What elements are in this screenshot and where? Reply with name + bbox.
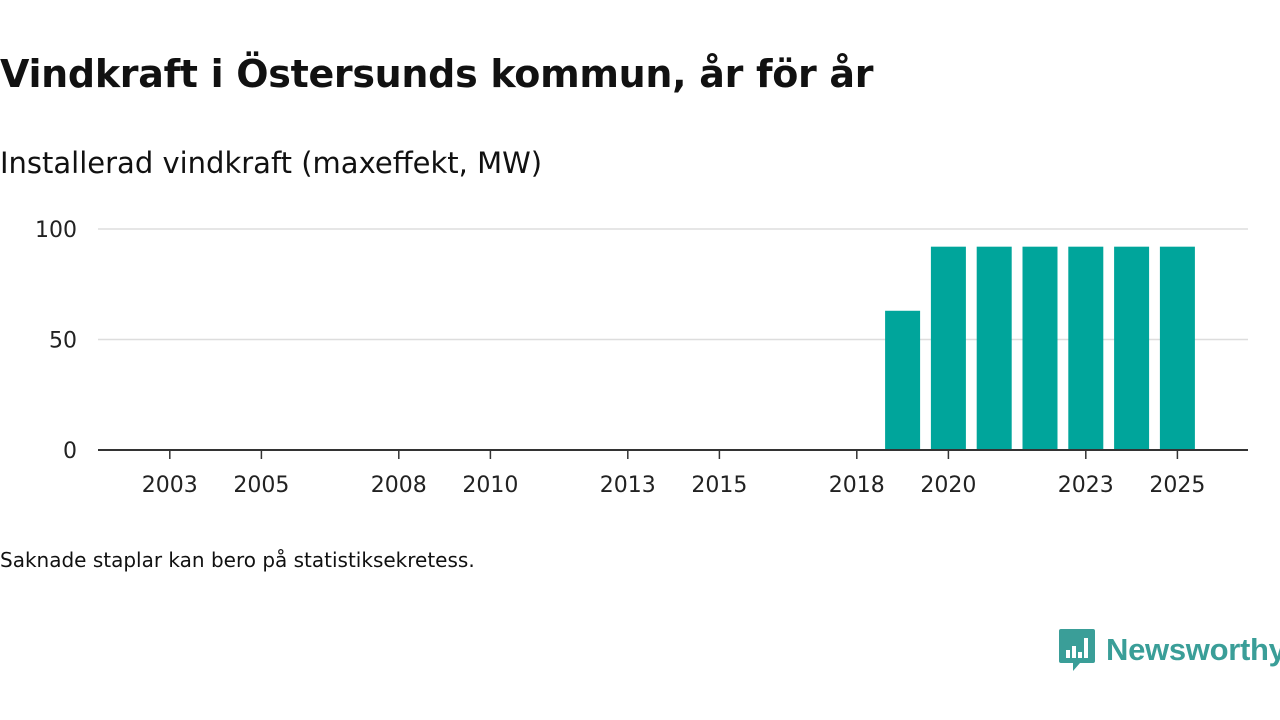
- footnote: Saknade staplar kan bero på statistiksek…: [0, 548, 475, 572]
- x-tick-label-2018: 2018: [829, 473, 885, 498]
- x-tick-label-2008: 2008: [371, 473, 427, 498]
- brand-logo[interactable]: Newsworthy: [1058, 628, 1280, 672]
- bar-2023: [1068, 246, 1104, 450]
- chart-subtitle: Installerad vindkraft (maxeffekt, MW): [0, 146, 543, 180]
- x-tick-label-2005: 2005: [233, 473, 289, 498]
- bar-chart: 0 50 100 2003 2005 2008 2010 2013 2015 2018 2020 20…: [35, 218, 1248, 498]
- x-tick-label-2023: 2023: [1058, 473, 1114, 498]
- axis-layer: 0 50 100 2003 2005 2008 2010 2013 2015 2018 2020 20…: [35, 218, 1248, 498]
- x-tick-label-2020: 2020: [920, 473, 976, 498]
- x-tick-label-2003: 2003: [142, 473, 198, 498]
- bar-2022: [1022, 246, 1058, 450]
- y-tick-label-0: 0: [63, 439, 77, 464]
- x-tick-label-2025: 2025: [1149, 473, 1205, 498]
- bar-2024: [1114, 246, 1150, 450]
- bar-2020: [930, 246, 966, 450]
- x-tick-label-2010: 2010: [462, 473, 518, 498]
- bar-layer: [885, 246, 1195, 450]
- chart-title: Vindkraft i Östersunds kommun, år för år: [0, 52, 874, 96]
- bar-2019: [885, 310, 921, 450]
- newsworthy-logo-icon: [1059, 629, 1095, 671]
- brand-name: Newsworthy: [1106, 632, 1280, 667]
- bar-2021: [976, 246, 1012, 450]
- x-tick-label-2015: 2015: [691, 473, 747, 498]
- bar-2025: [1159, 246, 1195, 450]
- y-tick-label-50: 50: [49, 329, 77, 354]
- y-tick-label-100: 100: [35, 218, 77, 243]
- x-tick-label-2013: 2013: [600, 473, 656, 498]
